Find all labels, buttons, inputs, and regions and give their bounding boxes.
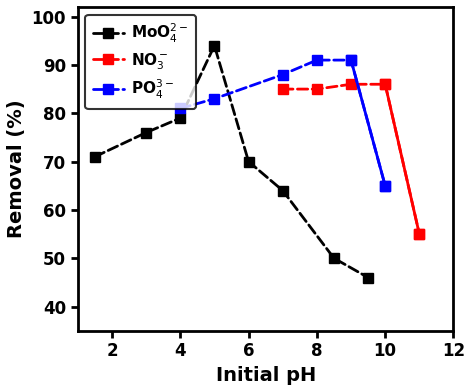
Y-axis label: Removal (%): Removal (%) [7, 100, 26, 238]
Legend: MoO$_4^{2-}$, NO$_3^-$, PO$_4^{3-}$: MoO$_4^{2-}$, NO$_3^-$, PO$_4^{3-}$ [85, 15, 196, 109]
X-axis label: Initial pH: Initial pH [216, 366, 316, 385]
